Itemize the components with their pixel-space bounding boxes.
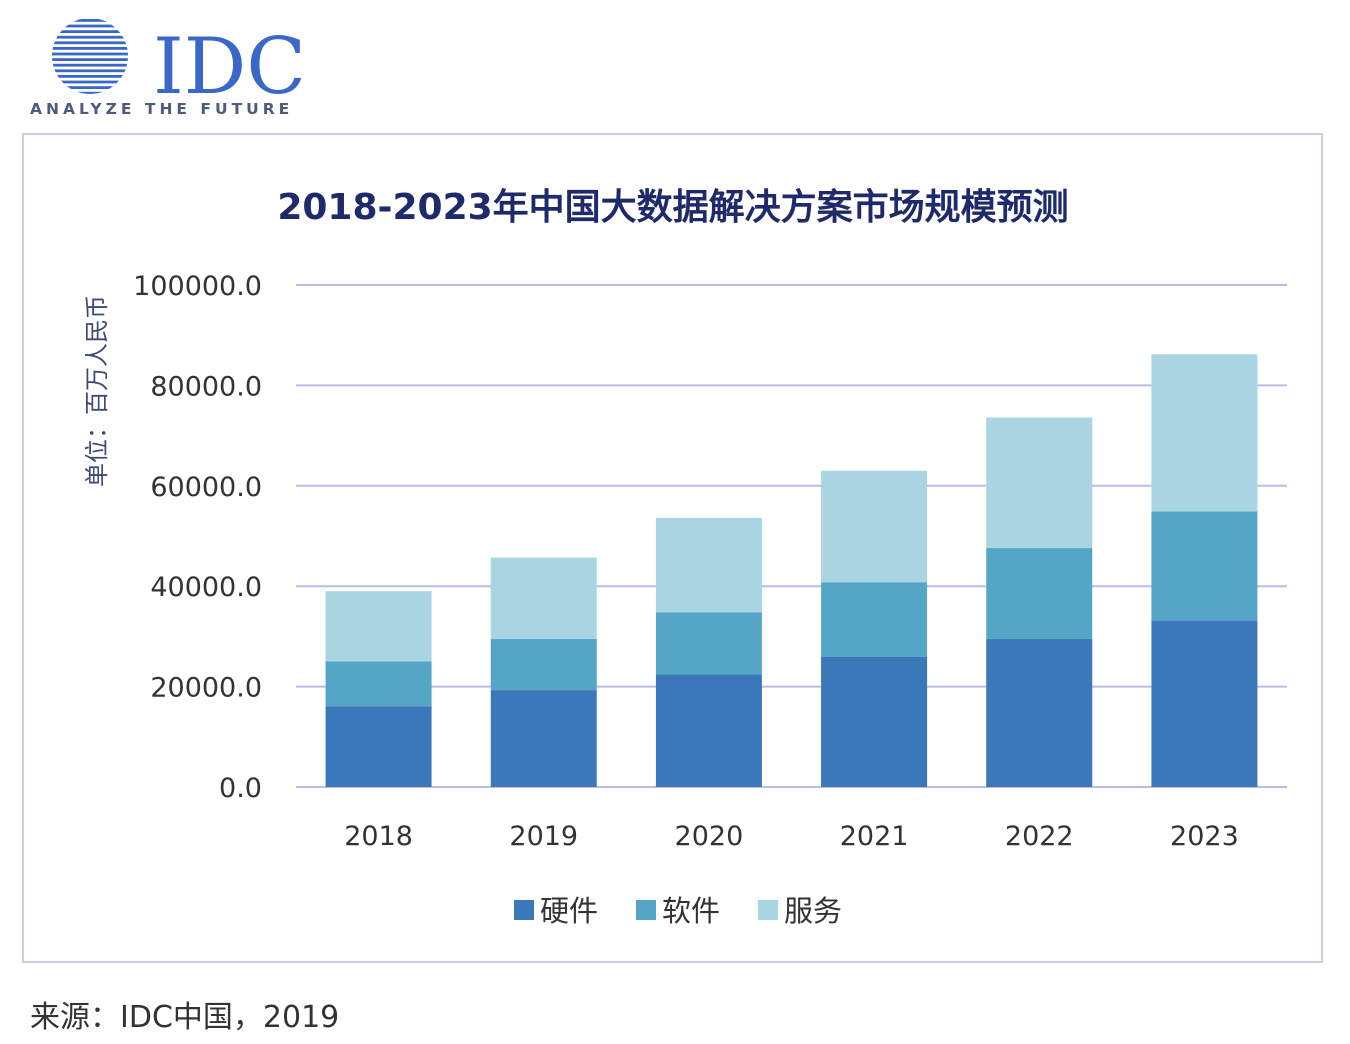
globe-stripe <box>52 86 128 89</box>
legend-swatch <box>514 900 534 920</box>
x-tick-label: 2018 <box>344 821 413 852</box>
globe-stripe <box>52 58 128 61</box>
globe-stripe <box>52 47 128 50</box>
globe-stripe <box>52 19 128 22</box>
bar-2021-服务 <box>821 470 928 583</box>
x-tick-label: 2020 <box>675 821 744 852</box>
globe-stripe <box>52 41 128 45</box>
bar-2022-服务 <box>986 417 1093 549</box>
bar-2019-软件 <box>490 638 597 691</box>
bar-2022-软件 <box>986 548 1093 639</box>
bar-2023-软件 <box>1151 511 1258 621</box>
globe-stripe <box>52 75 128 78</box>
chart-title: 2018-2023年中国大数据解决方案市场规模预测 <box>277 187 1068 228</box>
idc-logo: IDC ANALYZE THE FUTURE <box>30 19 306 118</box>
legend-label: 硬件 <box>540 894 598 928</box>
bar-2020-硬件 <box>655 674 762 787</box>
x-tick-label: 2023 <box>1170 821 1239 852</box>
bar-2022-硬件 <box>986 638 1093 787</box>
y-tick-label: 40000.0 <box>150 572 262 603</box>
chart-frame: 2018-2023年中国大数据解决方案市场规模预测 单位：百万人民币 0.0 20… <box>22 133 1323 963</box>
x-tick-label: 2021 <box>840 821 909 852</box>
stacked-bar-chart: 2018-2023年中国大数据解决方案市场规模预测 单位：百万人民币 0.0 20… <box>83 187 1287 928</box>
bar-2018-软件 <box>325 661 432 707</box>
y-tick-label: 100000.0 <box>133 271 262 302</box>
source-note: 来源：IDC中国，2019 <box>30 1000 340 1035</box>
legend-label: 软件 <box>662 894 720 928</box>
legend-swatch <box>758 900 778 920</box>
x-tick-labels: 2018 2019 2020 2021 2022 2023 <box>344 821 1239 852</box>
gridlines <box>296 284 1287 788</box>
bar-2023-硬件 <box>1151 620 1258 787</box>
globe-stripe <box>52 35 128 39</box>
bar-2019-服务 <box>490 557 597 639</box>
globe-stripe <box>52 52 128 56</box>
globe-stripe <box>52 30 128 33</box>
y-tick-label: 20000.0 <box>150 673 262 704</box>
x-tick-label: 2019 <box>509 821 578 852</box>
legend: 硬件 软件 服务 <box>514 894 842 928</box>
globe-stripe <box>52 69 128 73</box>
bar-2018-服务 <box>325 591 432 662</box>
bars <box>325 354 1258 787</box>
legend-swatch <box>636 900 656 920</box>
bar-2019-硬件 <box>490 690 597 787</box>
bar-2021-硬件 <box>821 656 928 787</box>
bar-2020-软件 <box>655 612 762 675</box>
globe-stripe <box>52 91 128 94</box>
idc-globe-icon <box>52 19 128 94</box>
y-tick-label: 60000.0 <box>150 472 262 503</box>
bar-2021-软件 <box>821 582 928 657</box>
y-tick-label: 80000.0 <box>150 371 262 402</box>
x-tick-label: 2022 <box>1005 821 1074 852</box>
globe-stripe <box>52 24 128 28</box>
y-axis-label: 单位：百万人民币 <box>83 295 111 487</box>
globe-stripe <box>52 63 128 67</box>
idc-brand-text: IDC <box>153 22 306 112</box>
globe-stripe <box>52 80 128 84</box>
y-tick-label: 0.0 <box>219 773 262 804</box>
bar-2018-硬件 <box>325 706 432 787</box>
y-tick-labels: 0.0 20000.0 40000.0 60000.0 80000.0 100000.0 <box>133 271 262 804</box>
bar-2023-服务 <box>1151 354 1258 512</box>
idc-tagline: ANALYZE THE FUTURE <box>30 100 293 118</box>
bar-2020-服务 <box>655 517 762 613</box>
legend-label: 服务 <box>784 894 842 928</box>
